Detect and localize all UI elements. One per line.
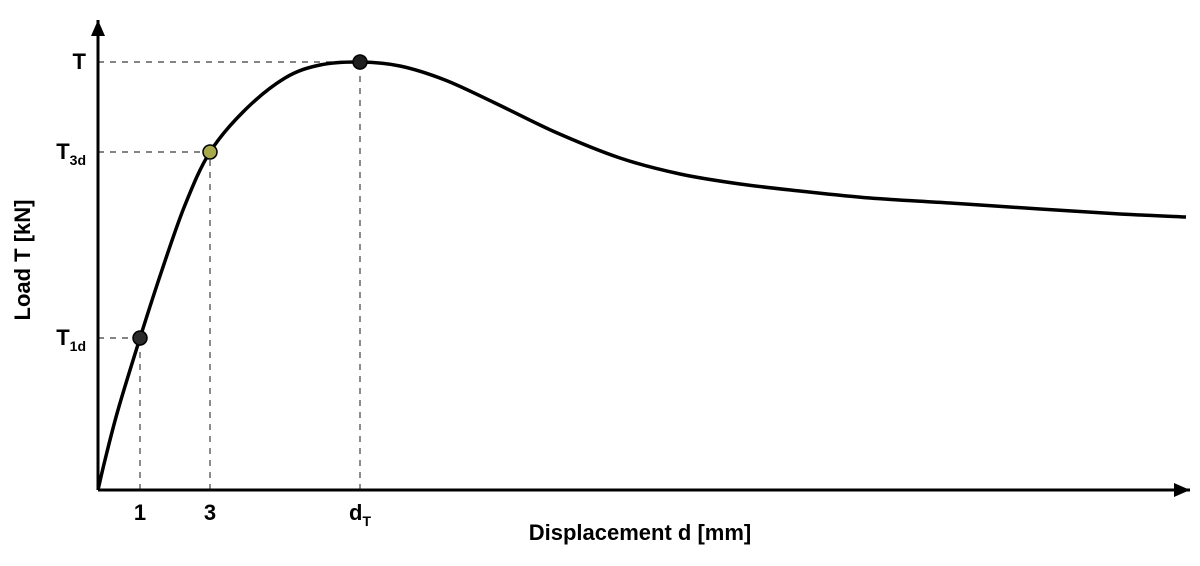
x-axis-title: Displacement d [mm] xyxy=(529,520,752,545)
x-tick-label: 3 xyxy=(204,500,216,525)
load-displacement-chart: 13dT T1dT3dT Displacement d [mm] Load T … xyxy=(0,0,1200,566)
data-point-marker xyxy=(133,331,147,345)
y-tick-label: T xyxy=(73,49,87,74)
chart-background xyxy=(0,0,1200,566)
data-point-marker xyxy=(203,145,217,159)
y-axis-title: Load T [kN] xyxy=(10,200,35,321)
data-point-marker xyxy=(353,55,367,69)
x-tick-label: 1 xyxy=(134,500,146,525)
